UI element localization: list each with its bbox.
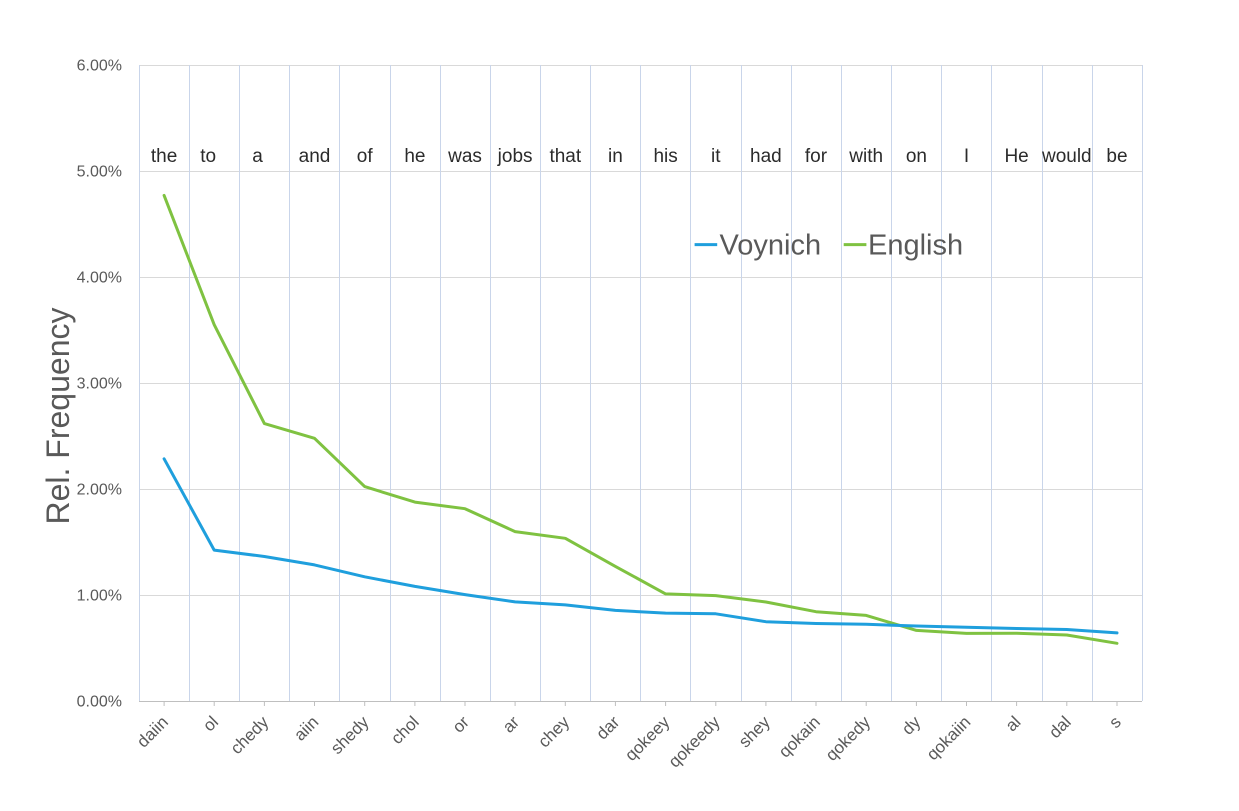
svg-text:chey: chey (534, 712, 573, 751)
svg-text:3.00%: 3.00% (77, 376, 122, 393)
svg-text:Voynich: Voynich (720, 230, 822, 262)
svg-text:on: on (906, 146, 927, 167)
svg-text:chedy: chedy (227, 712, 273, 758)
svg-text:0.00%: 0.00% (77, 694, 122, 711)
svg-text:5.00%: 5.00% (77, 164, 122, 181)
svg-text:shey: shey (735, 712, 774, 751)
svg-text:qokeedy: qokeedy (665, 712, 724, 771)
svg-text:daiin: daiin (133, 712, 172, 751)
svg-text:the: the (151, 146, 177, 167)
svg-text:had: had (750, 146, 782, 167)
svg-text:al: al (1002, 712, 1025, 735)
svg-text:of: of (357, 146, 374, 167)
svg-text:he: he (404, 146, 425, 167)
svg-text:qokaiin: qokaiin (923, 712, 975, 764)
svg-text:in: in (608, 146, 623, 167)
svg-text:qokain: qokain (775, 712, 824, 761)
svg-text:and: and (299, 146, 331, 167)
svg-text:it: it (711, 146, 721, 167)
svg-text:or: or (449, 712, 473, 736)
svg-text:ol: ol (199, 712, 222, 735)
svg-text:for: for (805, 146, 828, 167)
svg-text:s: s (1105, 712, 1124, 731)
svg-text:dy: dy (898, 712, 924, 738)
svg-text:jobs: jobs (497, 146, 533, 167)
svg-text:shedy: shedy (327, 712, 373, 758)
svg-text:2.00%: 2.00% (77, 482, 122, 499)
svg-text:was: was (447, 146, 482, 167)
svg-text:4.00%: 4.00% (77, 270, 122, 287)
svg-text:a: a (252, 146, 263, 167)
svg-text:I: I (964, 146, 969, 167)
svg-text:would: would (1041, 146, 1092, 167)
svg-text:qokedy: qokedy (822, 712, 875, 765)
svg-text:1.00%: 1.00% (77, 588, 122, 605)
svg-text:his: his (653, 146, 677, 167)
svg-text:He: He (1004, 146, 1028, 167)
svg-text:that: that (549, 146, 581, 167)
svg-text:dal: dal (1045, 712, 1074, 741)
svg-text:6.00%: 6.00% (77, 58, 122, 75)
svg-text:be: be (1106, 146, 1127, 167)
svg-text:to: to (200, 146, 216, 167)
svg-text:with: with (848, 146, 883, 167)
svg-text:English: English (868, 230, 963, 262)
svg-text:dar: dar (592, 712, 623, 743)
svg-text:Rel. Frequency: Rel. Frequency (40, 308, 76, 525)
svg-text:aiin: aiin (290, 712, 322, 744)
svg-text:ar: ar (499, 712, 523, 736)
svg-text:chol: chol (387, 712, 422, 747)
